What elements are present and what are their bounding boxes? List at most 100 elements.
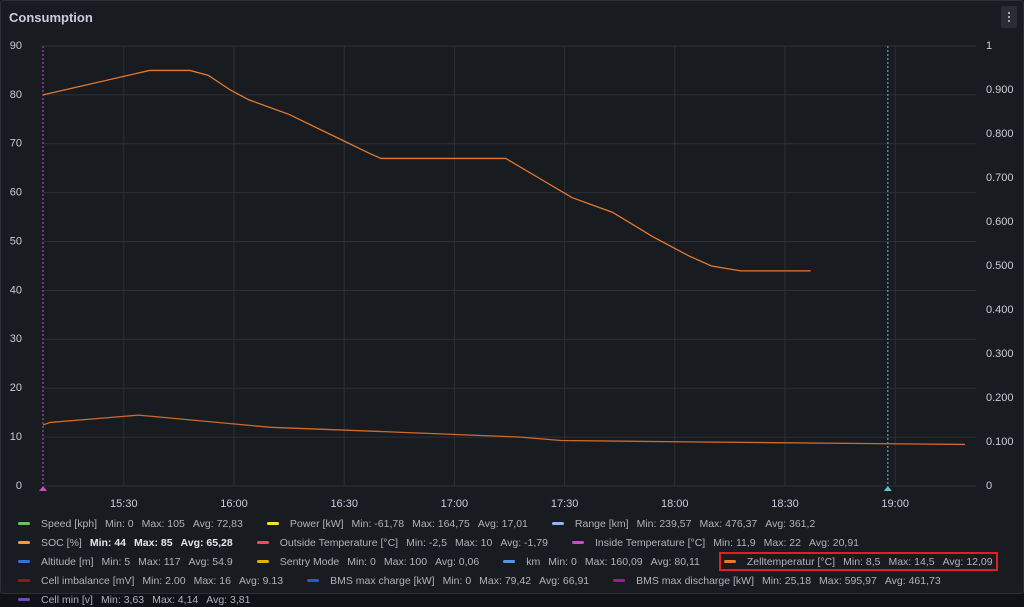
chart: 0 10 20 30 40 50 60 70 80 90 0 0.100 0.200 0.300 0.400… bbox=[10, 40, 1014, 510]
legend-item[interactable]: Zelltemperatur [°C] Min: 8,5 Max: 14,5 Avg:… bbox=[718, 552, 998, 571]
legend-item[interactable]: Cell imbalance [mV] Min: 2.00 Max: 16 Avg: … bbox=[15, 573, 286, 588]
legend-stat: Max: 100 bbox=[383, 555, 428, 568]
y2-tick-label: 0.600 bbox=[986, 216, 1014, 228]
legend-item[interactable]: Cell min [v] Min: 3,63 Max: 4,14 Avg: 3,81 bbox=[15, 592, 253, 607]
legend-stat: Avg: 9.13 bbox=[238, 574, 284, 587]
legend-item[interactable]: Sentry Mode Min: 0 Max: 100 Avg: 0,06 bbox=[254, 554, 483, 569]
legend-item[interactable]: Range [km] Min: 239,57 Max: 476,37 Avg: 361… bbox=[549, 516, 818, 531]
legend-swatch bbox=[266, 522, 279, 525]
legend-swatch bbox=[18, 560, 30, 563]
legend-stat: Avg: 3,81 bbox=[206, 593, 251, 606]
legend-swatch bbox=[18, 579, 30, 582]
legend-stat: Min: 0 bbox=[105, 517, 134, 530]
legend-stat: Min: 0 bbox=[442, 574, 472, 587]
legend-stat: Max: 160,09 bbox=[584, 555, 643, 568]
legend-label: Outside Temperature [°C] bbox=[279, 536, 399, 549]
x-tick-label: 18:00 bbox=[661, 498, 689, 510]
x-tick-label: 16:30 bbox=[330, 498, 358, 510]
x-tick-label: 16:00 bbox=[220, 498, 248, 510]
y-tick-label: 50 bbox=[10, 235, 22, 247]
legend-label: BMS max charge [kW] bbox=[330, 574, 435, 587]
y-tick-label: 40 bbox=[10, 284, 22, 296]
legend-stat: Min: 44 bbox=[89, 536, 127, 549]
legend-item[interactable]: BMS max discharge [kW] Min: 25,18 Max: 595… bbox=[610, 573, 944, 588]
legend-label: BMS max discharge [kW] bbox=[636, 574, 755, 587]
legend-label: Cell imbalance [mV] bbox=[41, 574, 135, 587]
y-tick-label: 0 bbox=[16, 480, 22, 492]
legend-stat: Min: 3,63 bbox=[100, 593, 145, 606]
legend-stat: Max: 105 bbox=[141, 517, 185, 530]
legend-stat: Max: 22 bbox=[763, 536, 801, 549]
legend-stat: Min: -2,5 bbox=[406, 536, 447, 549]
legend-stat: Avg: 54.9 bbox=[188, 555, 233, 568]
legend-swatch bbox=[18, 598, 30, 601]
y-tick-label: 70 bbox=[10, 138, 22, 150]
legend-stat: Min: 239,57 bbox=[636, 517, 692, 530]
legend-item[interactable]: SOC [%] Min: 44 Max: 85 Avg: 65,28 bbox=[15, 535, 236, 550]
x-tick-label: 19:00 bbox=[881, 498, 909, 510]
series-line bbox=[42, 414, 965, 446]
legend-swatch bbox=[613, 579, 626, 582]
y2-tick-label: 0 bbox=[986, 480, 992, 492]
legend-label: Range [km] bbox=[574, 517, 629, 530]
annotation-marker bbox=[883, 486, 892, 491]
legend-stat: Avg: 12,09 bbox=[942, 555, 993, 568]
legend-stat: Min: 25,18 bbox=[762, 574, 812, 587]
y-tick-label: 20 bbox=[10, 382, 22, 394]
panel-menu[interactable] bbox=[1001, 6, 1017, 28]
y2-tick-label: 0.900 bbox=[986, 84, 1014, 96]
legend-swatch bbox=[256, 541, 269, 544]
legend-stat: Avg: 17,01 bbox=[477, 517, 528, 530]
annotation-marker bbox=[39, 486, 47, 491]
y2-tick-label: 0.100 bbox=[986, 436, 1014, 448]
legend-stat: Avg: 72,83 bbox=[192, 517, 243, 530]
x-tick-label: 17:00 bbox=[441, 498, 469, 510]
legend-stat: Min: 8,5 bbox=[843, 555, 881, 568]
legend-swatch bbox=[551, 522, 564, 525]
legend-item[interactable]: km Min: 0 Max: 160,09 Avg: 80,11 bbox=[500, 554, 703, 569]
legend-stat: Avg: 461,73 bbox=[884, 574, 941, 587]
y2-tick-label: 0.400 bbox=[986, 304, 1014, 316]
legend-stat: Avg: 20,91 bbox=[809, 536, 860, 549]
legend-label: Speed [kph] bbox=[41, 517, 98, 530]
y-tick-label: 80 bbox=[10, 89, 22, 101]
legend-stat: Max: 117 bbox=[138, 555, 181, 568]
legend-label: Power [kW] bbox=[289, 517, 344, 530]
legend-swatch bbox=[18, 541, 30, 544]
y-tick-label: 10 bbox=[10, 431, 22, 443]
x-tick-label: 17:30 bbox=[551, 498, 579, 510]
legend-stat: Max: 476,37 bbox=[699, 517, 758, 530]
legend-swatch bbox=[723, 560, 736, 563]
legend-item[interactable]: Inside Temperature [°C] Min: 11,9 Max: 22 A… bbox=[569, 535, 862, 550]
y2-tick-label: 0.200 bbox=[986, 392, 1014, 404]
legend-item[interactable]: Altitude [m] Min: 5 Max: 117 Avg: 54.9 bbox=[15, 554, 236, 569]
legend-stat: Min: 5 bbox=[101, 555, 131, 568]
legend-item[interactable]: Power [kW] Min: -61,78 Max: 164,75 Avg: 17,… bbox=[264, 516, 531, 531]
legend-label: Cell min [v] bbox=[41, 593, 93, 606]
legend-swatch bbox=[307, 579, 320, 582]
legend-stat: Max: 14,5 bbox=[888, 555, 935, 568]
legend-label: Sentry Mode bbox=[279, 555, 340, 568]
legend-label: km bbox=[526, 555, 541, 568]
y2-tick-label: 1 bbox=[986, 40, 992, 52]
y2-tick-label: 0.300 bbox=[986, 348, 1014, 360]
legend-item[interactable]: BMS max charge [kW] Min: 0 Max: 79,42 Avg: … bbox=[304, 573, 592, 588]
y-tick-label: 30 bbox=[10, 333, 22, 345]
panel-title: Consumption bbox=[9, 10, 93, 25]
legend-item[interactable]: Outside Temperature [°C] Min: -2,5 Max: 10… bbox=[254, 535, 551, 550]
legend-label: Inside Temperature [°C] bbox=[594, 536, 706, 549]
legend-swatch bbox=[571, 541, 584, 544]
legend-stat: Avg: 66,91 bbox=[539, 574, 590, 587]
legend-item[interactable]: Speed [kph] Min: 0 Max: 105 Avg: 72,83 bbox=[15, 516, 246, 531]
legend-stat: Min: 0 bbox=[347, 555, 376, 568]
legend-label: Zelltemperatur [°C] bbox=[746, 555, 836, 568]
legend-stat: Min: -61,78 bbox=[351, 517, 405, 530]
legend-stat: Max: 79,42 bbox=[479, 574, 532, 587]
legend-stat: Max: 595,97 bbox=[819, 574, 877, 587]
legend-stat: Max: 4,14 bbox=[152, 593, 199, 606]
x-tick-label: 15:30 bbox=[110, 498, 138, 510]
legend-stat: Max: 85 bbox=[134, 536, 173, 549]
legend-swatch bbox=[18, 522, 30, 525]
y2-tick-label: 0.700 bbox=[986, 172, 1014, 184]
